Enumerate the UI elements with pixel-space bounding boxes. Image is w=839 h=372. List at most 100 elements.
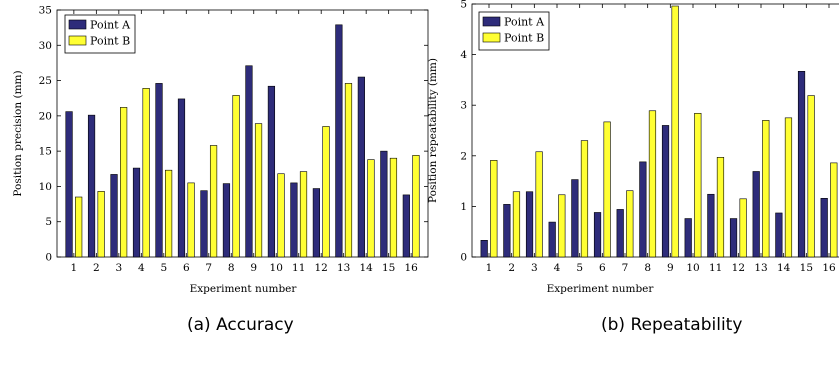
- bar-point-a: [267, 85, 276, 258]
- bar-point-b: [344, 83, 353, 258]
- x-tick-label: 3: [531, 262, 538, 274]
- bar-point-b: [75, 196, 83, 258]
- bar-point-b: [97, 191, 105, 258]
- bar-point-b: [648, 110, 657, 258]
- bar-point-a: [200, 190, 208, 258]
- bar-point-a: [65, 111, 73, 258]
- bar-point-a: [752, 171, 760, 258]
- bar-point-a: [380, 150, 388, 258]
- bar-point-b: [299, 171, 308, 258]
- bar-point-a: [797, 70, 806, 258]
- legend-label: Point B: [90, 35, 130, 48]
- bar-point-a: [729, 218, 738, 258]
- bar-point-a: [503, 204, 511, 258]
- y-tick-label: 25: [39, 75, 52, 87]
- bar-point-a: [661, 125, 670, 258]
- bar-point-b: [367, 159, 375, 258]
- x-tick-label: 6: [183, 262, 190, 274]
- bar-point-a: [290, 182, 298, 258]
- bar-point-b: [716, 157, 725, 258]
- bar-point-b: [739, 198, 747, 258]
- x-tick-label: 16: [822, 262, 836, 274]
- x-tick-label: 9: [250, 262, 257, 274]
- y-tick-label: 3: [460, 100, 467, 112]
- x-tick-label: 5: [576, 262, 583, 274]
- bar-point-a: [222, 183, 231, 258]
- bar-point-a: [177, 98, 186, 258]
- x-tick-label: 13: [754, 262, 767, 274]
- x-tick-label: 13: [337, 262, 350, 274]
- x-tick-label: 7: [205, 262, 212, 274]
- bar-point-a: [335, 24, 343, 258]
- bar-point-a: [87, 114, 96, 258]
- x-tick-label: 15: [382, 262, 395, 274]
- y-axis-label: Position repeatability (mm): [427, 58, 439, 203]
- bar-point-b: [165, 169, 173, 258]
- bar-point-b: [626, 190, 634, 258]
- bar-point-a: [639, 161, 647, 258]
- x-tick-label: 10: [686, 262, 699, 274]
- y-tick-label: 15: [39, 146, 52, 158]
- legend-swatch: [68, 19, 87, 30]
- plot-frame: [56, 9, 429, 258]
- bar-point-b: [603, 121, 611, 258]
- x-tick-label: 14: [359, 262, 373, 274]
- y-tick-label: 20: [39, 110, 52, 122]
- bar-point-b: [512, 191, 521, 258]
- bar-point-b: [784, 117, 793, 258]
- figure-caption: (a) Accuracy: [187, 315, 294, 335]
- bar-point-b: [671, 5, 679, 258]
- legend-label: Point B: [504, 32, 544, 45]
- x-tick-label: 12: [315, 262, 328, 274]
- bar-point-b: [694, 112, 702, 258]
- y-tick-label: 1: [460, 201, 467, 213]
- x-tick-label: 1: [71, 262, 78, 274]
- bar-point-a: [684, 218, 692, 258]
- bar-point-b: [187, 182, 195, 258]
- bar-point-b: [830, 162, 838, 258]
- x-tick-label: 16: [404, 262, 418, 274]
- bar-point-a: [525, 191, 534, 258]
- y-tick-label: 10: [39, 181, 52, 193]
- x-tick-label: 2: [508, 262, 515, 274]
- bar-point-a: [402, 194, 410, 258]
- bar-point-a: [571, 179, 579, 258]
- x-tick-label: 14: [777, 262, 791, 274]
- bar-point-a: [593, 212, 602, 258]
- x-tick-label: 1: [486, 262, 493, 274]
- bar-point-b: [142, 88, 150, 258]
- bar-point-b: [807, 95, 815, 258]
- bar-point-b: [762, 120, 770, 258]
- bar-point-b: [322, 126, 330, 258]
- legend-swatch: [482, 16, 501, 27]
- legend-label: Point A: [90, 19, 131, 32]
- y-axis-label: Position precision (mm): [12, 70, 24, 196]
- x-tick-label: 5: [160, 262, 167, 274]
- bar-point-a: [132, 167, 141, 258]
- bar-point-a: [548, 221, 556, 258]
- legend-swatch: [482, 32, 501, 43]
- bar-point-a: [775, 212, 783, 258]
- y-tick-label: 5: [460, 0, 467, 11]
- x-tick-label: 15: [800, 262, 813, 274]
- y-tick-label: 0: [45, 252, 52, 264]
- x-tick-label: 8: [644, 262, 651, 274]
- legend-label: Point A: [504, 16, 545, 29]
- bar-point-b: [209, 145, 218, 258]
- bar-point-b: [120, 107, 128, 258]
- bar-point-b: [490, 160, 498, 258]
- x-tick-label: 12: [732, 262, 745, 274]
- y-tick-label: 30: [39, 40, 52, 52]
- bar-point-b: [412, 155, 420, 258]
- bar-point-b: [580, 140, 589, 258]
- x-tick-label: 9: [667, 262, 674, 274]
- bar-point-a: [155, 83, 163, 258]
- x-tick-label: 10: [270, 262, 283, 274]
- bar-point-b: [232, 95, 240, 258]
- bar-point-a: [110, 174, 118, 258]
- y-tick-label: 35: [39, 5, 52, 17]
- bar-point-a: [357, 76, 365, 258]
